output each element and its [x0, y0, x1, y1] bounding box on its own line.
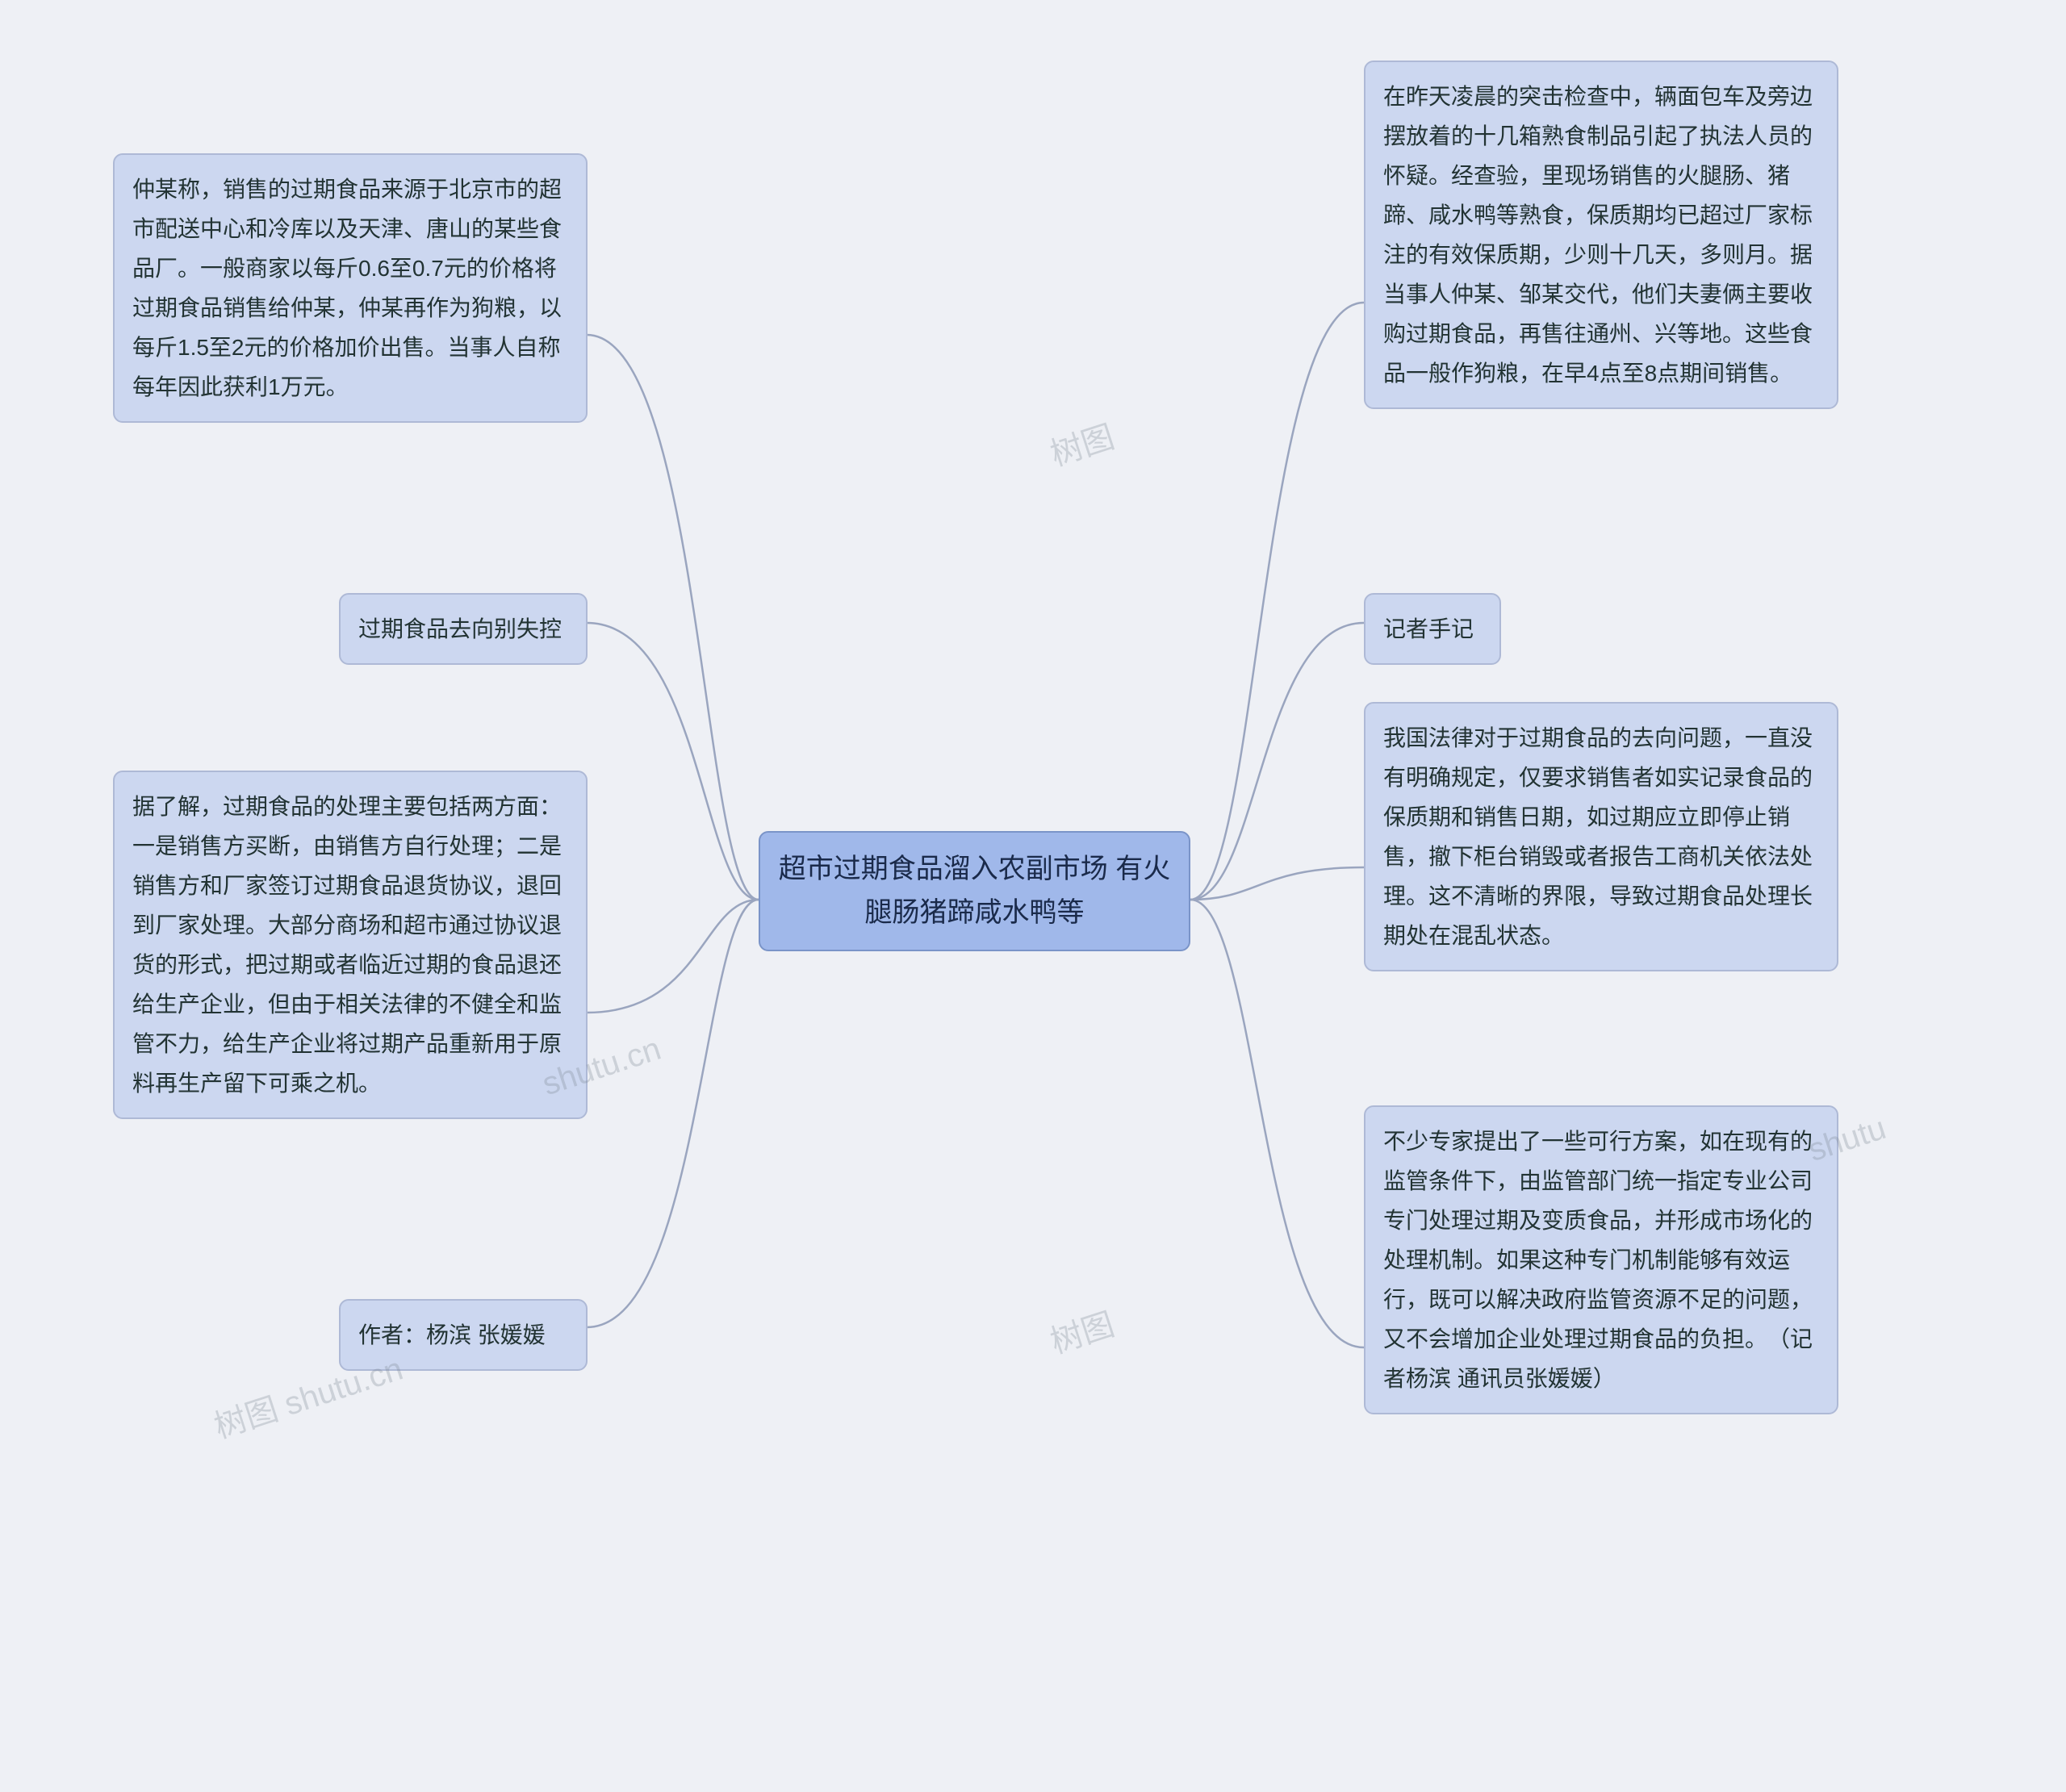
right-node-1[interactable]: 记者手记	[1364, 593, 1501, 665]
left-node-3-text: 作者：杨滨 张媛媛	[358, 1322, 546, 1347]
left-node-2-text: 据了解，过期食品的处理主要包括两方面：一是销售方买断，由销售方自行处理；二是销售…	[132, 794, 562, 1096]
left-node-3[interactable]: 作者：杨滨 张媛媛	[339, 1299, 588, 1371]
left-node-0-text: 仲某称，销售的过期食品来源于北京市的超市配送中心和冷库以及天津、唐山的某些食品厂…	[132, 177, 562, 399]
center-text: 超市过期食品溜入农副市场 有火腿肠猪蹄咸水鸭等	[779, 854, 1170, 928]
right-node-3[interactable]: 不少专家提出了一些可行方案，如在现有的监管条件下，由监管部门统一指定专业公司专门…	[1364, 1105, 1838, 1414]
right-node-0[interactable]: 在昨天凌晨的突击检查中，辆面包车及旁边摆放着的十几箱熟食制品引起了执法人员的怀疑…	[1364, 61, 1838, 409]
left-node-0[interactable]: 仲某称，销售的过期食品来源于北京市的超市配送中心和冷库以及天津、唐山的某些食品厂…	[113, 153, 588, 423]
right-node-0-text: 在昨天凌晨的突击检查中，辆面包车及旁边摆放着的十几箱熟食制品引起了执法人员的怀疑…	[1383, 84, 1813, 386]
center-node[interactable]: 超市过期食品溜入农副市场 有火腿肠猪蹄咸水鸭等	[759, 831, 1190, 951]
right-node-2[interactable]: 我国法律对于过期食品的去向问题，一直没有明确规定，仅要求销售者如实记录食品的保质…	[1364, 702, 1838, 971]
right-node-3-text: 不少专家提出了一些可行方案，如在现有的监管条件下，由监管部门统一指定专业公司专门…	[1383, 1129, 1813, 1391]
right-node-1-text: 记者手记	[1383, 616, 1474, 641]
left-node-1-text: 过期食品去向别失控	[358, 616, 562, 641]
right-node-2-text: 我国法律对于过期食品的去向问题，一直没有明确规定，仅要求销售者如实记录食品的保质…	[1383, 725, 1813, 948]
watermark-2: 树图	[1043, 411, 1119, 475]
left-node-2[interactable]: 据了解，过期食品的处理主要包括两方面：一是销售方买断，由销售方自行处理；二是销售…	[113, 771, 588, 1119]
left-node-1[interactable]: 过期食品去向别失控	[339, 593, 588, 665]
watermark-3: 树图	[1043, 1298, 1119, 1363]
